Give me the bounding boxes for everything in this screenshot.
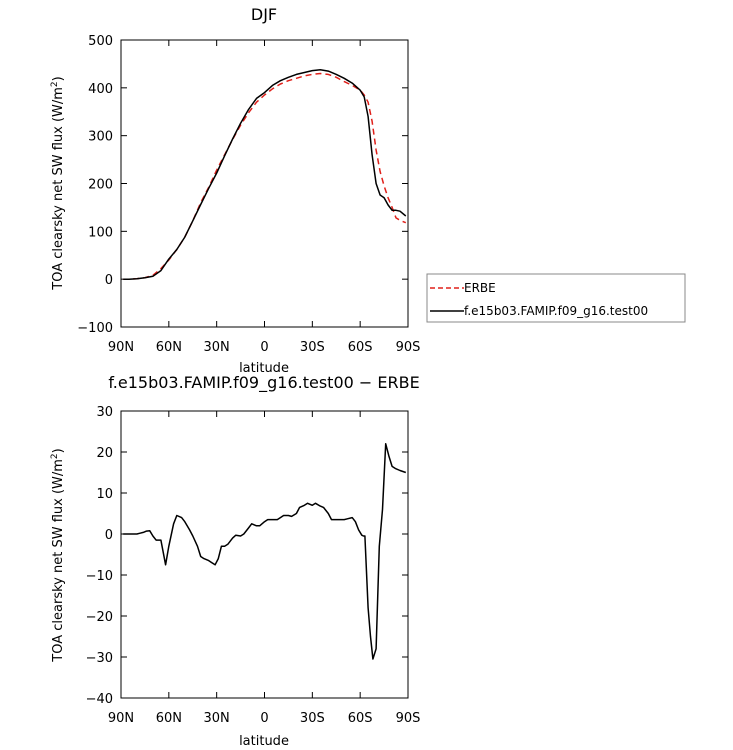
bottom-y-tick-label: 10 — [96, 487, 113, 502]
bottom-x-tick-label: 90N — [108, 711, 134, 726]
legend-label-erbe: ERBE — [464, 281, 496, 295]
top-x-tick-label: 30N — [204, 340, 230, 355]
top-y-axis-label: TOA clearsky net SW flux (W/m2) — [50, 76, 66, 290]
bottom-y-axis-label: TOA clearsky net SW flux (W/m2) — [50, 448, 66, 662]
top-x-tick-label: 30S — [300, 340, 325, 355]
top-x-axis-label: latitude — [239, 361, 289, 376]
bottom-y-tick-label: −40 — [86, 692, 113, 707]
legend-label-model: f.e15b03.FAMIP.f09_g16.test00 — [464, 304, 648, 318]
top-y-tick-label: 300 — [88, 130, 113, 145]
bottom-x-tick-label: 30N — [204, 711, 230, 726]
bottom-y-tick-label: −20 — [86, 610, 113, 625]
top-y-tick-label: 500 — [88, 34, 113, 49]
top-x-tick-label: 60N — [156, 340, 182, 355]
top-y-tick-label: 100 — [88, 225, 113, 240]
bottom-x-tick-label: 90S — [396, 711, 421, 726]
top-y-tick-label: −100 — [77, 321, 113, 336]
top-y-tick-label: 400 — [88, 82, 113, 97]
top-y-tick-label: 0 — [105, 273, 113, 288]
top-chart-panel: DJF −100 0 100 200 300 400 500 90N 60N 30N 0 30S 60… — [50, 5, 420, 376]
legend-box — [426, 273, 686, 323]
bottom-x-tick-label: 60N — [156, 711, 182, 726]
bottom-x-tick-label: 30S — [300, 711, 325, 726]
bottom-x-tick-label: 0 — [260, 711, 268, 726]
top-series-line-0 — [123, 72, 407, 280]
top-chart-title: DJF — [251, 5, 277, 24]
bottom-y-tick-label: 0 — [105, 528, 113, 543]
bottom-y-tick-label: 20 — [96, 446, 113, 461]
bottom-x-axis-label: latitude — [239, 734, 289, 749]
bottom-y-tick-label: −30 — [86, 651, 113, 666]
legend: ERBE f.e15b03.FAMIP.f09_g16.test00 — [426, 273, 686, 323]
bottom-series-line-0 — [123, 443, 407, 660]
top-x-tick-label: 90S — [396, 340, 421, 355]
top-plot-frame — [120, 39, 409, 328]
bottom-y-tick-label: 30 — [96, 405, 113, 420]
top-x-tick-label: 0 — [260, 340, 268, 355]
bottom-chart-panel: f.e15b03.FAMIP.f09_g16.test00 − ERBE −40… — [50, 373, 420, 749]
top-x-tick-label: 90N — [108, 340, 134, 355]
bottom-x-tick-label: 60S — [348, 711, 373, 726]
bottom-chart-title: f.e15b03.FAMIP.f09_g16.test00 − ERBE — [108, 373, 419, 393]
bottom-y-tick-label: −10 — [86, 569, 113, 584]
top-y-tick-label: 200 — [88, 178, 113, 193]
top-x-tick-label: 60S — [348, 340, 373, 355]
top-series-line-1 — [123, 68, 407, 280]
